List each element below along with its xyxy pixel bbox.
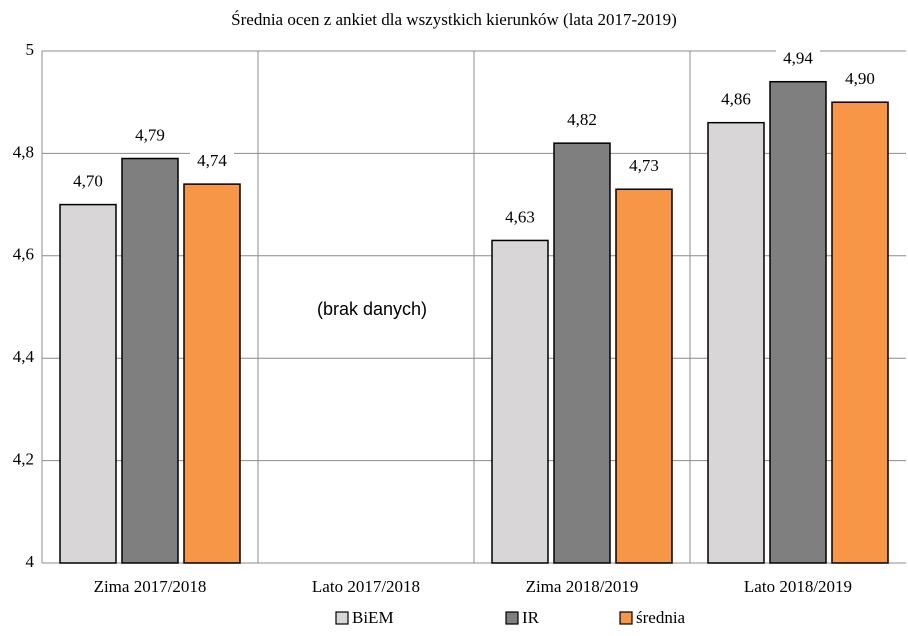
value-label-bg <box>838 69 882 92</box>
bar <box>831 101 889 564</box>
legend-label: średnia <box>636 608 686 627</box>
legend-label: BiEM <box>352 608 394 627</box>
x-tick-label: Lato 2017/2018 <box>312 577 420 596</box>
y-tick-label: 5 <box>26 40 35 59</box>
legend-swatch <box>335 611 349 625</box>
bar <box>491 239 549 564</box>
legend-swatch <box>619 611 633 625</box>
value-label-bg <box>190 151 234 174</box>
bar <box>615 188 673 564</box>
value-label: 4,94 <box>783 49 813 68</box>
value-label-bg <box>714 89 758 112</box>
value-label: 4,70 <box>73 172 103 191</box>
legend-swatch <box>505 611 519 625</box>
y-tick-label: 4 <box>26 552 35 571</box>
bar <box>121 157 179 564</box>
value-label: 4,73 <box>629 156 659 175</box>
value-label-bg <box>128 125 172 148</box>
y-tick-label: 4,8 <box>13 142 34 161</box>
value-label-bg <box>66 171 110 194</box>
legend-label: IR <box>522 608 540 627</box>
value-label: 4,79 <box>135 125 165 144</box>
bar <box>707 121 765 564</box>
bar <box>553 142 611 564</box>
x-tick-label: Zima 2018/2019 <box>526 577 639 596</box>
chart-title: Średnia ocen z ankiet dla wszystkich kie… <box>231 10 677 29</box>
value-label: 4,86 <box>721 90 751 109</box>
annotation: (brak danych) <box>317 299 427 319</box>
y-tick-label: 4,2 <box>13 450 34 469</box>
value-label: 4,82 <box>567 110 597 129</box>
value-label: 4,90 <box>845 69 875 88</box>
y-tick-label: 4,4 <box>13 347 35 366</box>
value-label-bg <box>622 156 666 179</box>
value-label: 4,63 <box>505 207 535 226</box>
y-tick-label: 4,6 <box>13 245 34 264</box>
bar <box>183 183 241 564</box>
value-label-bg <box>776 48 820 71</box>
bar <box>769 80 827 564</box>
x-tick-label: Zima 2017/2018 <box>94 577 207 596</box>
bar <box>59 203 117 564</box>
x-tick-label: Lato 2018/2019 <box>744 577 852 596</box>
value-label-bg <box>560 110 604 133</box>
value-label: 4,74 <box>197 151 227 170</box>
value-label-bg <box>498 207 542 230</box>
